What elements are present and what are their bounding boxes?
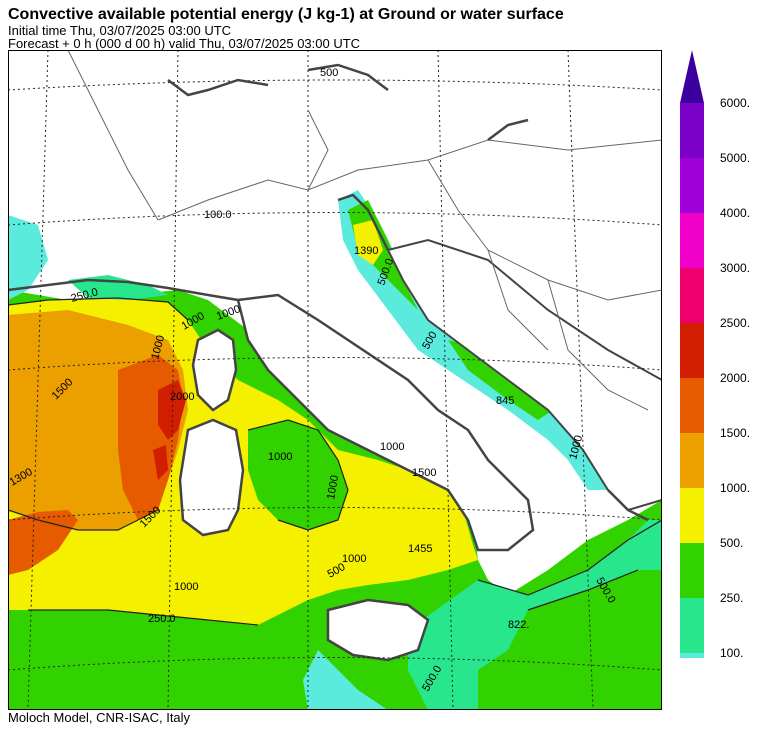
field-2000-w — [8, 510, 78, 575]
legend-swatch — [680, 488, 704, 543]
map-label: 2000 — [170, 391, 194, 403]
ionian-100 — [303, 650, 388, 710]
map-title: Convective available potential energy (J… — [8, 6, 564, 23]
map-label: 1500 — [412, 467, 436, 479]
map-label: 1000 — [174, 581, 198, 593]
map-label: 250.0 — [148, 613, 176, 625]
legend-label: 6000. — [720, 96, 751, 110]
legend-swatch — [680, 158, 704, 213]
field-500-tyrr — [248, 420, 348, 530]
legend-label: 100. — [720, 646, 744, 660]
sicily — [326, 598, 430, 662]
map-label: 845 — [496, 395, 514, 407]
map-label: 1000 — [268, 451, 292, 463]
legend-swatch — [680, 433, 704, 488]
legend-label: 3000. — [720, 261, 751, 275]
map-label: 822. — [508, 619, 529, 631]
legend-label: 500. — [720, 536, 744, 550]
map-frame — [8, 50, 662, 710]
legend-label: 250. — [720, 591, 744, 605]
legend-swatch — [680, 103, 704, 158]
italy-peninsula — [236, 293, 535, 552]
legend-label: 1000. — [720, 481, 751, 495]
map-label: 1000 — [325, 474, 341, 500]
cape-map: 500 100.0 1390 500.0 250.0 500 1000 1000… — [8, 50, 662, 710]
legend-arrow-tip — [680, 50, 704, 103]
legend-label: 4000. — [720, 206, 751, 220]
field-2500-b — [153, 445, 168, 480]
sardinia — [178, 418, 245, 537]
legend-swatch — [680, 378, 704, 433]
corsica — [191, 328, 238, 412]
legend-swatch — [680, 598, 704, 653]
gulf-lion — [8, 215, 48, 300]
forecast-time: Forecast + 0 h (000 d 00 h) valid Thu, 0… — [8, 36, 361, 51]
borders — [67, 50, 662, 411]
initial-time: Initial time Thu, 03/07/2025 03:00 UTC — [8, 23, 232, 38]
legend-swatch — [680, 268, 704, 323]
coastlines — [8, 63, 649, 522]
adriatic-1000 — [353, 220, 383, 265]
legend-swatch — [680, 543, 704, 598]
contours — [8, 297, 662, 626]
field-500-se — [478, 570, 662, 710]
map-label: 1000 — [380, 441, 404, 453]
legend-swatch — [680, 653, 704, 658]
legend-label: 5000. — [720, 151, 751, 165]
legend-label: 2500. — [720, 316, 751, 330]
field-2500 — [158, 380, 186, 440]
legend-label: 1500. — [720, 426, 751, 440]
legend-swatch — [680, 213, 704, 268]
map-label: 1000 — [342, 553, 366, 565]
legend-swatch — [680, 323, 704, 378]
model-credit: Moloch Model, CNR-ISAC, Italy — [8, 710, 191, 725]
legend-label: 2000. — [720, 371, 751, 385]
map-label: 500 — [320, 67, 338, 79]
graticule — [8, 50, 662, 710]
map-label: 100.0 — [204, 209, 232, 221]
map-label: 1455 — [408, 543, 432, 555]
map-label: 1390 — [354, 245, 378, 257]
color-legend — [680, 50, 704, 658]
